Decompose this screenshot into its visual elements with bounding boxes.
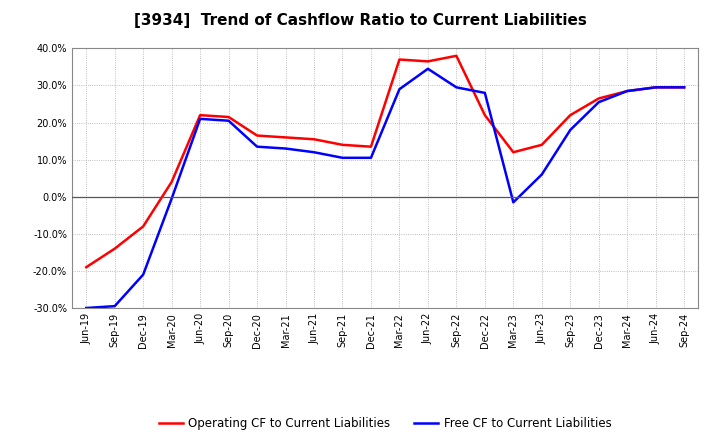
- Operating CF to Current Liabilities: [652, 84, 660, 90]
- Free CF to Current Liabilities: [253, 144, 261, 149]
- Operating CF to Current Liabilities: [338, 142, 347, 147]
- Operating CF to Current Liabilities: [566, 113, 575, 118]
- Operating CF to Current Liabilities: [110, 246, 119, 251]
- Legend: Operating CF to Current Liabilities, Free CF to Current Liabilities: Operating CF to Current Liabilities, Fre…: [154, 413, 616, 435]
- Free CF to Current Liabilities: [167, 196, 176, 201]
- Operating CF to Current Liabilities: [196, 113, 204, 118]
- Line: Free CF to Current Liabilities: Free CF to Current Liabilities: [86, 69, 684, 308]
- Free CF to Current Liabilities: [623, 88, 631, 94]
- Line: Operating CF to Current Liabilities: Operating CF to Current Liabilities: [86, 56, 684, 267]
- Free CF to Current Liabilities: [480, 90, 489, 95]
- Operating CF to Current Liabilities: [395, 57, 404, 62]
- Operating CF to Current Liabilities: [680, 84, 688, 90]
- Free CF to Current Liabilities: [225, 118, 233, 123]
- Text: [3934]  Trend of Cashflow Ratio to Current Liabilities: [3934] Trend of Cashflow Ratio to Curren…: [134, 13, 586, 28]
- Operating CF to Current Liabilities: [452, 53, 461, 59]
- Operating CF to Current Liabilities: [595, 96, 603, 101]
- Free CF to Current Liabilities: [366, 155, 375, 161]
- Free CF to Current Liabilities: [537, 172, 546, 177]
- Operating CF to Current Liabilities: [82, 264, 91, 270]
- Operating CF to Current Liabilities: [509, 150, 518, 155]
- Free CF to Current Liabilities: [282, 146, 290, 151]
- Free CF to Current Liabilities: [82, 305, 91, 311]
- Operating CF to Current Liabilities: [480, 113, 489, 118]
- Free CF to Current Liabilities: [139, 272, 148, 277]
- Operating CF to Current Liabilities: [225, 114, 233, 120]
- Operating CF to Current Liabilities: [167, 179, 176, 184]
- Free CF to Current Liabilities: [196, 116, 204, 121]
- Operating CF to Current Liabilities: [537, 142, 546, 147]
- Operating CF to Current Liabilities: [310, 136, 318, 142]
- Free CF to Current Liabilities: [452, 84, 461, 90]
- Free CF to Current Liabilities: [509, 200, 518, 205]
- Free CF to Current Liabilities: [338, 155, 347, 161]
- Operating CF to Current Liabilities: [623, 88, 631, 94]
- Operating CF to Current Liabilities: [423, 59, 432, 64]
- Operating CF to Current Liabilities: [282, 135, 290, 140]
- Free CF to Current Liabilities: [423, 66, 432, 71]
- Free CF to Current Liabilities: [652, 84, 660, 90]
- Free CF to Current Liabilities: [595, 99, 603, 105]
- Free CF to Current Liabilities: [566, 127, 575, 132]
- Free CF to Current Liabilities: [110, 304, 119, 309]
- Free CF to Current Liabilities: [680, 84, 688, 90]
- Free CF to Current Liabilities: [310, 150, 318, 155]
- Operating CF to Current Liabilities: [253, 133, 261, 138]
- Operating CF to Current Liabilities: [139, 224, 148, 229]
- Free CF to Current Liabilities: [395, 87, 404, 92]
- Operating CF to Current Liabilities: [366, 144, 375, 149]
